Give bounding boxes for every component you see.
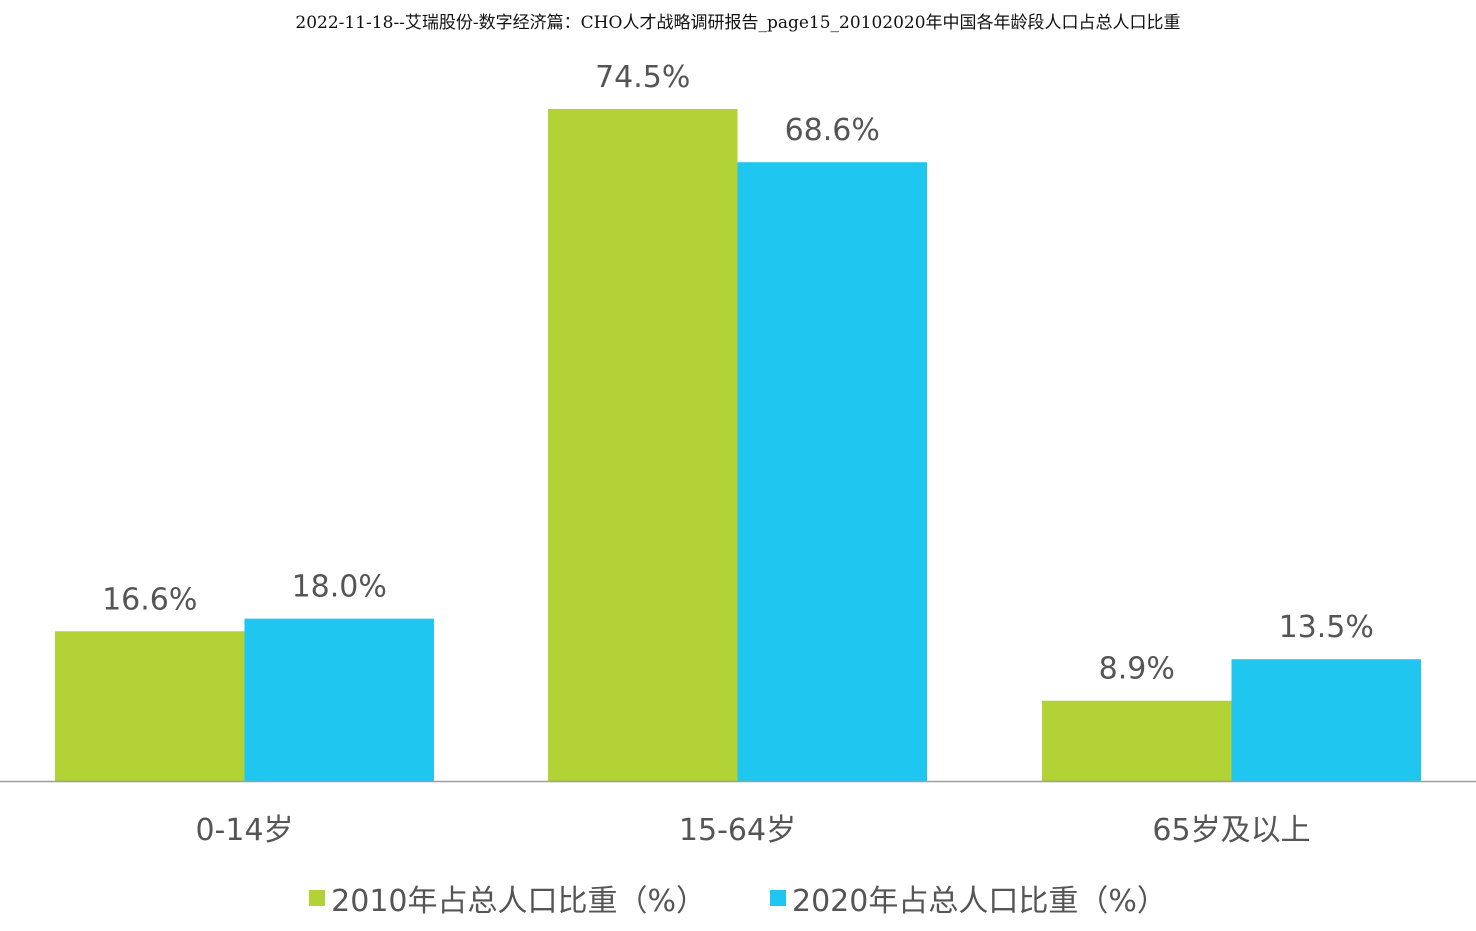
chart-title: 2022-11-18--艾瑞股份-数字经济篇：CHO人才战略调研报告_page1… xyxy=(295,13,1181,33)
bar-s1-c2 xyxy=(1231,659,1421,781)
data-label-s1-c2: 13.5% xyxy=(1279,610,1374,645)
data-label-s0-c2: 8.9% xyxy=(1099,652,1175,687)
legend-label-2020: 2020年占总人口比重（%） xyxy=(792,884,1167,919)
bar-s1-c0 xyxy=(244,618,434,781)
legend-item-2020: 2020年占总人口比重（%） xyxy=(770,876,1167,920)
bar-chart: 16.6% 18.0% 74.5% 68.6% 8.9% 13.5% 0-14岁 15-64… xyxy=(0,60,1476,848)
legend-label-2010: 2010年占总人口比重（%） xyxy=(331,884,706,919)
x-tick-label-2: 65岁及以上 xyxy=(1152,813,1310,848)
data-label-s0-c0: 16.6% xyxy=(102,582,197,617)
bars-layer xyxy=(55,109,1421,781)
legend: 2010年占总人口比重（%） 2020年占总人口比重（%） xyxy=(0,876,1476,920)
x-tick-labels-layer: 0-14岁 15-64岁 65岁及以上 xyxy=(195,813,1310,848)
legend-item-2010: 2010年占总人口比重（%） xyxy=(309,876,706,920)
x-tick-label-0: 0-14岁 xyxy=(195,813,293,848)
legend-swatch-2020 xyxy=(770,890,786,906)
bar-s0-c0 xyxy=(55,631,245,781)
data-label-s0-c1: 74.5% xyxy=(595,60,690,95)
bar-s0-c2 xyxy=(1042,700,1232,781)
data-label-s1-c1: 68.6% xyxy=(785,113,880,148)
legend-swatch-2010 xyxy=(309,890,326,906)
data-label-s1-c0: 18.0% xyxy=(292,570,387,605)
data-labels-layer: 16.6% 18.0% 74.5% 68.6% 8.9% 13.5% xyxy=(102,60,1374,687)
bar-s0-c1 xyxy=(548,109,738,781)
bar-s1-c1 xyxy=(737,162,927,781)
x-tick-label-1: 15-64岁 xyxy=(679,813,796,848)
